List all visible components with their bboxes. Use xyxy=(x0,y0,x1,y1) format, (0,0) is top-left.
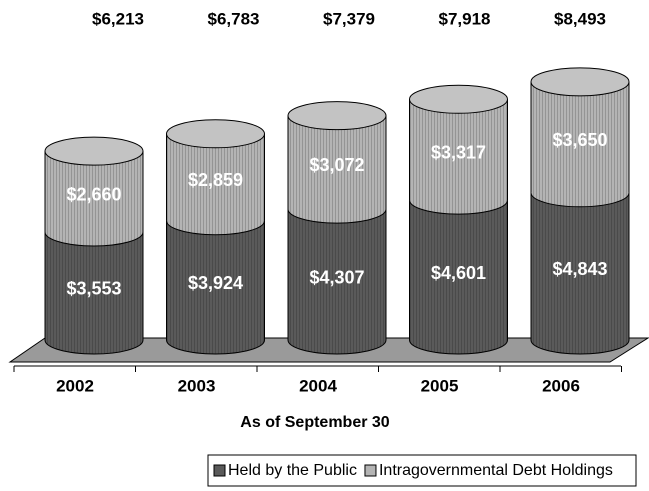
value-label: $4,307 xyxy=(309,267,364,287)
cylinder-top xyxy=(166,119,265,149)
bar-hatch xyxy=(288,115,386,210)
bar-hatch xyxy=(288,209,386,340)
legend-label: Held by the Public xyxy=(228,462,357,479)
x-tick-label: 2005 xyxy=(421,376,459,395)
cylinder-top xyxy=(287,101,387,131)
total-label: $6,213 xyxy=(92,9,144,28)
value-label: $3,072 xyxy=(309,155,364,175)
plot: $3,553 $2,660 $3,924 $2,859 $4,307 $3,072 $4,6… xyxy=(44,67,630,355)
x-axis-title: As of September 30 xyxy=(240,414,389,431)
legend-label: Intragovernmental Debt Holdings xyxy=(379,462,613,479)
legend xyxy=(207,454,637,487)
x-tick-label: 2004 xyxy=(299,376,337,395)
x-tick-label: 2006 xyxy=(542,376,580,395)
cylinder-top xyxy=(409,84,508,114)
x-tick-label: 2003 xyxy=(178,376,216,395)
bar-hatch xyxy=(45,231,143,340)
bar-hatch xyxy=(531,81,629,193)
x-tick-label: 2002 xyxy=(56,376,94,395)
bar-hatch xyxy=(409,200,508,340)
value-label: $3,317 xyxy=(431,142,486,162)
total-label: $6,783 xyxy=(208,9,260,28)
bar-hatch xyxy=(409,99,508,201)
value-label: $3,924 xyxy=(188,273,243,293)
cylinder-top xyxy=(530,67,630,97)
value-label: $3,553 xyxy=(66,279,121,299)
bar-hatch xyxy=(531,192,629,340)
total-label: $7,918 xyxy=(439,9,491,28)
legend-swatch xyxy=(213,464,226,477)
value-label: $4,601 xyxy=(431,263,486,283)
value-label: $4,843 xyxy=(552,259,607,279)
cylinder-top xyxy=(44,136,144,166)
value-label: $2,859 xyxy=(188,170,243,190)
value-label: $2,660 xyxy=(66,184,121,204)
value-label: $3,650 xyxy=(552,130,607,150)
legend-swatch xyxy=(364,464,377,477)
legend-items: Held by the Public Intragovernmental Debt… xyxy=(213,462,613,479)
bar-hatch xyxy=(166,220,265,340)
total-label: $8,493 xyxy=(554,9,606,28)
total-label: $7,379 xyxy=(323,9,375,28)
